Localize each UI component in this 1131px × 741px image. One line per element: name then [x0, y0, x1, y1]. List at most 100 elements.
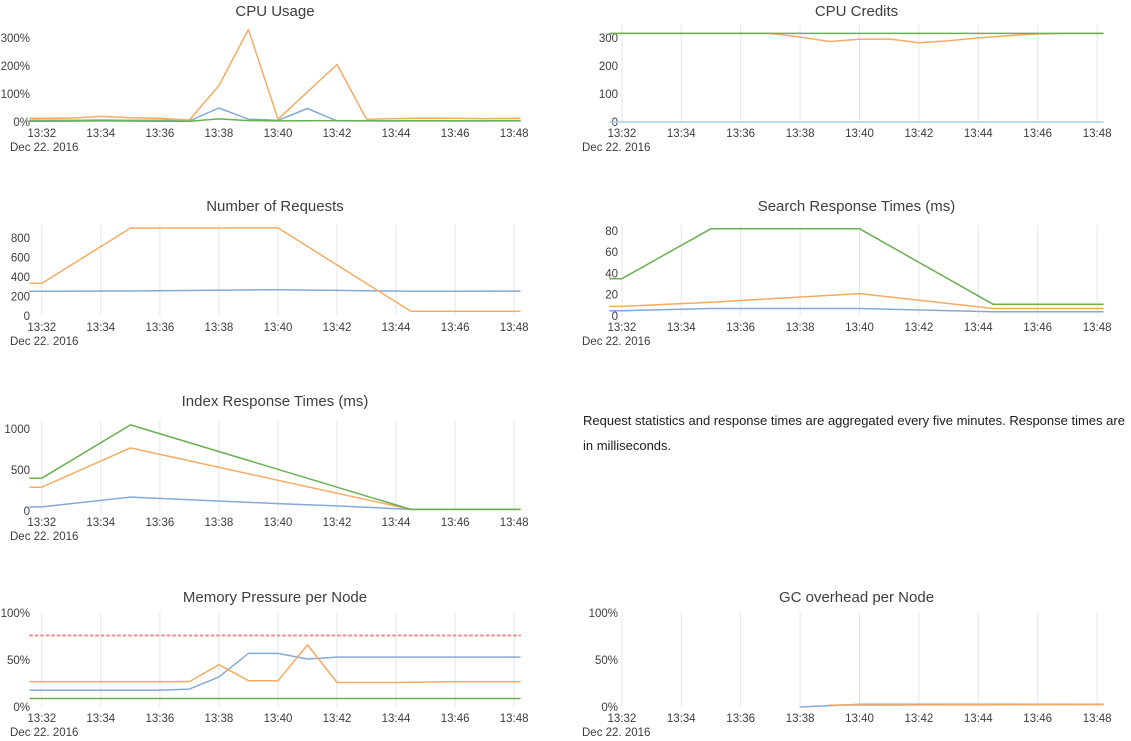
x-tick-label: 13:48 [500, 517, 529, 529]
memory-pressure-plot: 0% 50% 100% 13:32 13:34 13:36 13:38 13:40 13:42 1… [1, 608, 529, 739]
series-line-green [29, 118, 521, 122]
x-axis-date-label: Dec 22. 2016 [582, 142, 650, 154]
number-of-requests-plot: 0 200 400 600 800 13:32 13:34 13:36 13:38 13:40 13… [10, 225, 528, 348]
chart-title-search-response-times: Search Response Times (ms) [757, 198, 956, 215]
chart-title-cpu-usage: CPU Usage [235, 3, 315, 20]
x-tick-label: 13:46 [441, 128, 470, 140]
gc-overhead-plot: 0% 50% 100% 13:32 13:34 13:36 13:38 13:40 13:42 1… [582, 608, 1112, 739]
x-tick-label: 13:48 [1083, 128, 1112, 140]
x-tick-label: 13:46 [1023, 322, 1052, 334]
x-tick-label: 13:40 [845, 713, 874, 725]
y-tick-label: 400 [11, 272, 30, 284]
series-line-green [609, 227, 1104, 306]
x-tick-label: 13:46 [441, 713, 470, 725]
chart-cpu-credits: 0 100 200 300 13:32 13:34 13:36 13:38 13:40 13:42… [565, 0, 1131, 160]
x-tick-label: 13:48 [1083, 713, 1112, 725]
series-line-green [29, 424, 521, 511]
y-tick-label: 0% [13, 702, 30, 714]
series-line-orange [29, 644, 521, 684]
series-line-orange [609, 32, 1104, 44]
x-tick-label: 13:34 [667, 713, 696, 725]
chart-index-response-times: 0 500 1000 13:32 13:34 13:36 13:38 13:40 13:42 13… [0, 380, 565, 545]
x-tick-label: 13:36 [146, 128, 175, 140]
x-axis-date-label: Dec 22. 2016 [10, 531, 78, 543]
x-tick-label: 13:36 [726, 713, 755, 725]
series-line-blue [29, 288, 521, 293]
y-tick-label: 0 [24, 506, 30, 518]
x-tick-label: 13:34 [86, 322, 115, 334]
chart-title-index-response-times: Index Response Times (ms) [181, 393, 369, 410]
x-tick-label: 13:48 [500, 713, 529, 725]
chart-title-number-of-requests: Number of Requests [206, 198, 344, 215]
y-tick-label: 100% [1, 89, 30, 101]
y-tick-label: 20 [605, 290, 618, 302]
x-axis-date-label: Dec 22. 2016 [10, 727, 78, 739]
x-tick-label: 13:32 [27, 713, 56, 725]
y-tick-label: 40 [605, 268, 618, 280]
x-tick-label: 13:44 [382, 322, 411, 334]
x-tick-label: 13:42 [323, 322, 352, 334]
x-tick-label: 13:44 [964, 322, 993, 334]
x-tick-label: 13:36 [146, 322, 175, 334]
chart-number-of-requests: 0 200 400 600 800 13:32 13:34 13:36 13:38 13:40 13… [0, 185, 565, 350]
series-line-blue [29, 496, 521, 511]
x-tick-label: 13:48 [500, 128, 529, 140]
y-tick-label: 1000 [4, 424, 30, 436]
x-tick-label: 13:32 [27, 128, 56, 140]
y-tick-label: 0% [13, 117, 30, 129]
cpu-credits-plot: 0 100 200 300 13:32 13:34 13:36 13:38 13:40 13:42… [582, 25, 1112, 154]
y-tick-label: 600 [11, 253, 30, 265]
x-tick-label: 13:42 [323, 517, 352, 529]
x-tick-label: 13:46 [441, 322, 470, 334]
x-tick-label: 13:46 [1023, 128, 1052, 140]
chart-title-memory-pressure: Memory Pressure per Node [182, 589, 368, 606]
chart-cpu-usage: 0% 100% 200% 300% 13:32 13:34 13:36 13:38 13:40 1… [0, 0, 565, 160]
series-line-orange [609, 292, 1104, 310]
x-tick-label: 13:34 [86, 128, 115, 140]
x-tick-label: 13:40 [264, 517, 293, 529]
series-line-orange [829, 703, 1104, 706]
x-tick-label: 13:42 [905, 322, 934, 334]
search-response-times-plot: 0 20 40 60 80 13:32 13:34 13:36 13:38 13:40 13:42 1… [582, 225, 1111, 348]
y-tick-label: 0 [24, 311, 30, 323]
chart-title-gc-overhead: GC overhead per Node [778, 589, 935, 606]
y-tick-label: 0% [601, 702, 618, 714]
y-tick-label: 500 [11, 465, 30, 477]
x-tick-label: 13:40 [264, 128, 293, 140]
x-tick-label: 13:46 [441, 517, 470, 529]
index-response-times-plot: 0 500 1000 13:32 13:34 13:36 13:38 13:40 13:42 13… [4, 420, 529, 543]
x-tick-label: 13:34 [86, 517, 115, 529]
y-tick-label: 200 [11, 292, 30, 304]
y-tick-label: 50% [595, 655, 618, 667]
x-axis-date-label: Dec 22. 2016 [10, 142, 78, 154]
x-tick-label: 13:32 [27, 517, 56, 529]
y-tick-label: 800 [11, 233, 30, 245]
x-tick-label: 13:38 [205, 517, 234, 529]
x-tick-label: 13:42 [323, 128, 352, 140]
x-tick-label: 13:32 [608, 322, 637, 334]
chart-search-response-times: 0 20 40 60 80 13:32 13:34 13:36 13:38 13:40 13:42 1… [565, 185, 1131, 350]
x-tick-label: 13:34 [667, 322, 696, 334]
y-tick-label: 0 [612, 117, 618, 129]
x-tick-label: 13:46 [1023, 713, 1052, 725]
x-tick-label: 13:42 [323, 713, 352, 725]
x-tick-label: 13:36 [726, 322, 755, 334]
y-tick-label: 50% [7, 655, 30, 667]
x-tick-label: 13:34 [667, 128, 696, 140]
x-tick-label: 13:36 [146, 713, 175, 725]
x-tick-label: 13:38 [205, 713, 234, 725]
series-line-orange [29, 227, 521, 313]
y-tick-label: 60 [605, 247, 618, 259]
x-tick-label: 13:38 [786, 128, 815, 140]
x-tick-label: 13:38 [786, 713, 815, 725]
x-tick-label: 13:42 [905, 128, 934, 140]
y-tick-label: 100% [1, 608, 30, 620]
chart-gc-overhead-per-node: 0% 50% 100% 13:32 13:34 13:36 13:38 13:40 13:42 1… [565, 580, 1131, 741]
y-tick-label: 0 [612, 311, 618, 323]
y-tick-label: 200% [1, 61, 30, 73]
x-tick-label: 13:36 [146, 517, 175, 529]
series-line-orange [29, 28, 521, 121]
x-axis-date-label: Dec 22. 2016 [582, 336, 650, 348]
x-tick-label: 13:32 [608, 713, 637, 725]
